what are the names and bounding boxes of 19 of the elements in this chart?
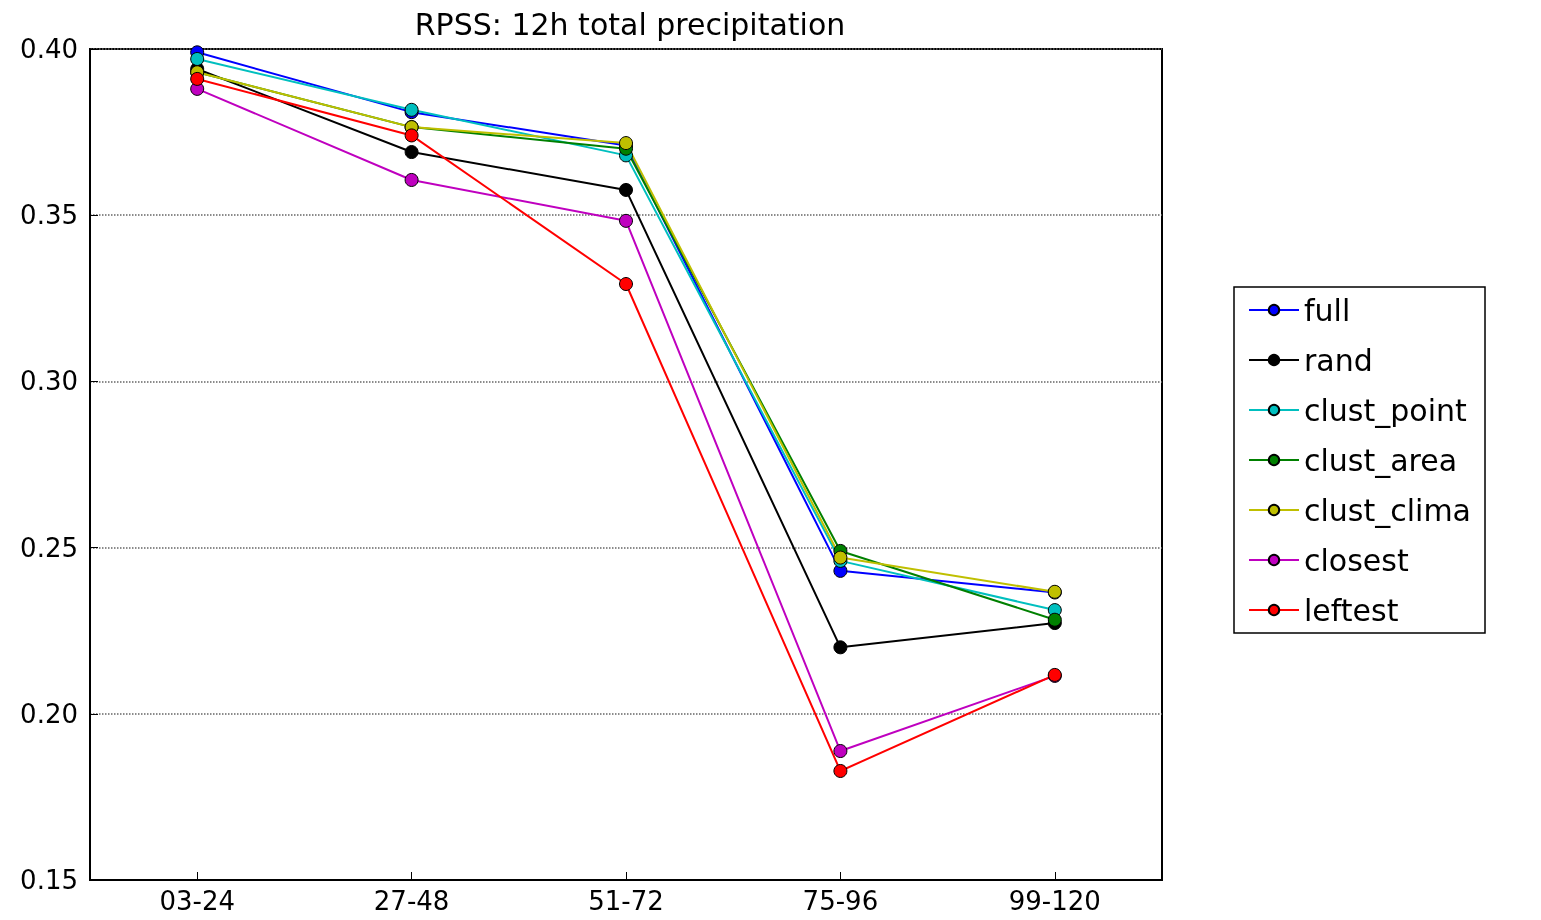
legend-label: clust_point (1304, 392, 1467, 428)
x-tick-label: 99-120 (1008, 886, 1101, 916)
x-tick-label: 27-48 (373, 886, 450, 916)
y-tick-label: 0.35 (20, 200, 78, 231)
y-tick-label: 0.20 (20, 698, 78, 729)
x-tick-label: 03-24 (159, 886, 235, 916)
y-tick-label: 0.25 (20, 532, 78, 563)
legend-label: full (1304, 292, 1351, 328)
legend-label: clust_area (1304, 442, 1458, 478)
y-tick-label: 0.40 (20, 34, 78, 64)
y-tick-label: 0.15 (20, 865, 78, 895)
legend-label: closest (1304, 542, 1409, 578)
legend-label: leftest (1304, 592, 1399, 628)
y-tick-label: 0.30 (20, 366, 78, 397)
x-tick-label: 75-96 (802, 886, 879, 916)
legend-label: clust_clima (1304, 492, 1472, 528)
chart-title: RPSS: 12h total precipitation (414, 6, 846, 42)
legend-label: rand (1304, 342, 1373, 378)
x-tick-label: 51-72 (588, 886, 664, 916)
